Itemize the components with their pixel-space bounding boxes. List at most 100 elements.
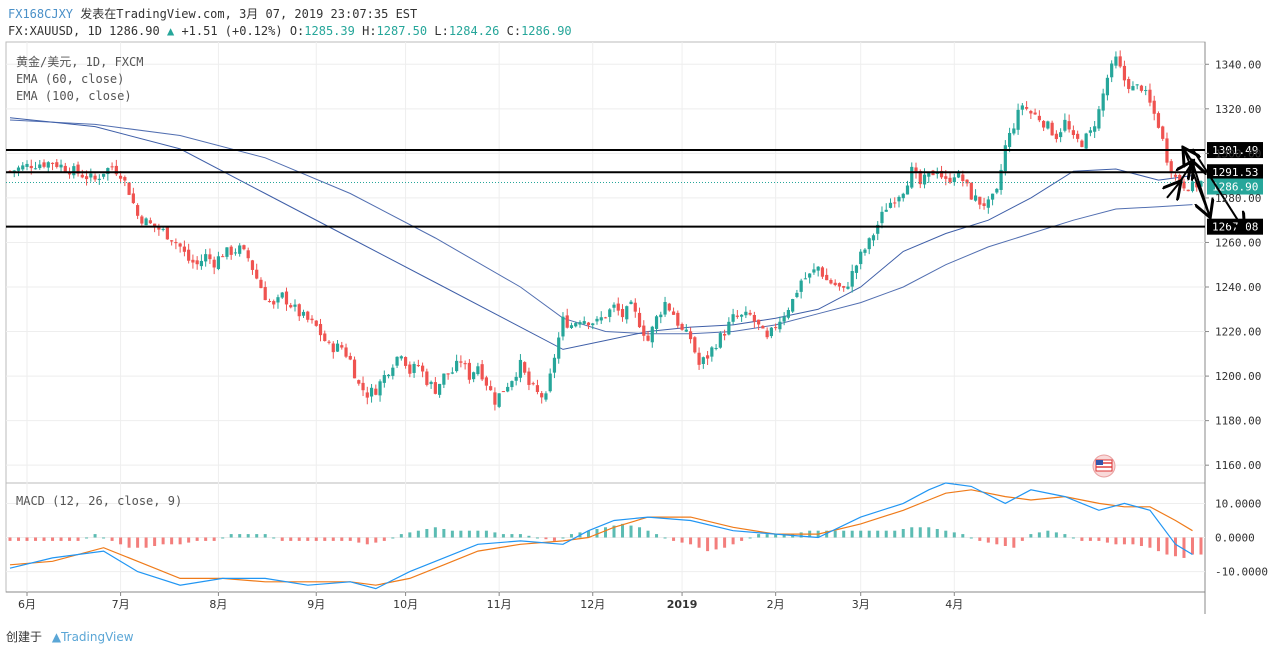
candle (1063, 113, 1067, 133)
macd-hist-bar (501, 534, 505, 538)
candle (1007, 127, 1012, 153)
macd-hist-bar (289, 537, 293, 541)
candle (837, 282, 842, 291)
legend-ema60: EMA (60, close) (16, 72, 124, 86)
us-flag-icon[interactable] (1092, 454, 1116, 478)
candle (403, 356, 408, 369)
macd-hist-bar (467, 530, 471, 538)
candle (21, 162, 25, 171)
macd-hist-bar (459, 530, 463, 538)
macd-hist-bar (586, 530, 590, 538)
macd-hist-bar (1173, 537, 1177, 557)
macd-hist-bar (1029, 534, 1033, 538)
macd-hist-bar (348, 537, 352, 541)
macd-hist-bar (493, 532, 497, 538)
candle (114, 159, 118, 177)
close-label: C: (506, 24, 522, 38)
candle (238, 243, 242, 257)
candle (816, 266, 820, 277)
candle (233, 248, 238, 256)
candle (16, 165, 21, 177)
macd-hist-bar (935, 528, 939, 538)
candle (212, 256, 216, 275)
candle (986, 196, 990, 214)
candle (72, 163, 76, 179)
candle (740, 314, 744, 322)
chart-header-row1: FX168CJXY 发表在TradingView.com, 3月 07, 201… (8, 5, 417, 22)
candle (659, 311, 663, 324)
candle (161, 227, 165, 232)
macd-hist-bar (1131, 537, 1135, 545)
macd-hist-bar (1046, 530, 1050, 538)
macd-hist-bar (68, 537, 72, 541)
candle (344, 343, 348, 359)
macd-line (9, 482, 1193, 590)
macd-hist-bar (1020, 537, 1024, 541)
candle (548, 368, 552, 393)
macd-hist-bar (1148, 537, 1152, 548)
macd-hist-bar (1182, 537, 1186, 558)
candle (191, 254, 195, 269)
candle (569, 322, 574, 329)
candle (42, 159, 46, 169)
macd-hist-bar (663, 537, 667, 539)
chart-header-row2: FX:XAUUSD, 1D 1286.90 ▲ +1.51 (+0.12%) O… (8, 24, 572, 38)
y-tick-label: 1340.00 (1215, 58, 1261, 71)
macd-hist-bar (901, 528, 905, 538)
candle (718, 331, 722, 349)
candle (229, 245, 233, 260)
macd-hist-bar (127, 537, 131, 548)
candle (352, 356, 357, 379)
y-tick-label: 1220.00 (1215, 326, 1261, 339)
candle (1139, 84, 1144, 93)
macd-hist-bar (876, 530, 880, 538)
candle (148, 217, 152, 224)
macd-hist-bar (204, 537, 208, 541)
candle (106, 167, 110, 181)
macd-hist-bar (612, 525, 616, 538)
candle (952, 173, 956, 186)
macd-hist-bar (910, 527, 914, 538)
candle (642, 320, 646, 342)
y-tick-label: 1260.00 (1215, 236, 1261, 249)
macd-hist-bar (272, 537, 276, 539)
macd-hist-bar (629, 525, 633, 538)
macd-hist-bar (1063, 534, 1067, 538)
candle (842, 285, 846, 292)
macd-hist-bar (391, 537, 395, 539)
candle (323, 330, 327, 342)
tradingview-logo[interactable]: ▲TradingView (51, 630, 134, 644)
candle (544, 391, 548, 402)
x-tick-label: 9月 (307, 598, 325, 611)
candle (450, 367, 454, 375)
candle (446, 373, 450, 380)
high-value: 1287.50 (376, 24, 428, 38)
macd-hist-bar (399, 534, 403, 538)
macd-hist-bar (638, 527, 642, 538)
candle (1173, 173, 1178, 181)
candle (693, 336, 697, 354)
candle (633, 298, 637, 318)
candle (701, 356, 705, 369)
candle (540, 391, 544, 404)
candle (361, 376, 365, 397)
candle (1076, 130, 1080, 143)
candle (1012, 123, 1016, 136)
macd-hist-bar (433, 527, 437, 538)
macd-hist-bar (833, 530, 837, 538)
macd-hist-bar (1054, 532, 1058, 538)
candle (735, 310, 739, 319)
macd-hist-bar (374, 537, 378, 543)
candle (1144, 85, 1148, 96)
candle (480, 359, 484, 382)
price-chart[interactable]: 1301.49 1291.53 1267.08 1286.90 1340.00 1320… (0, 0, 1274, 622)
candle (204, 249, 208, 267)
candle (1182, 178, 1186, 192)
macd-hist-bar (952, 532, 956, 538)
macd-hist-bar (621, 523, 625, 538)
candle (612, 302, 616, 313)
publisher-id[interactable]: FX168CJXY (8, 7, 74, 21)
x-tick-label: 8月 (209, 598, 227, 611)
candle (476, 362, 480, 376)
candle (859, 249, 863, 270)
